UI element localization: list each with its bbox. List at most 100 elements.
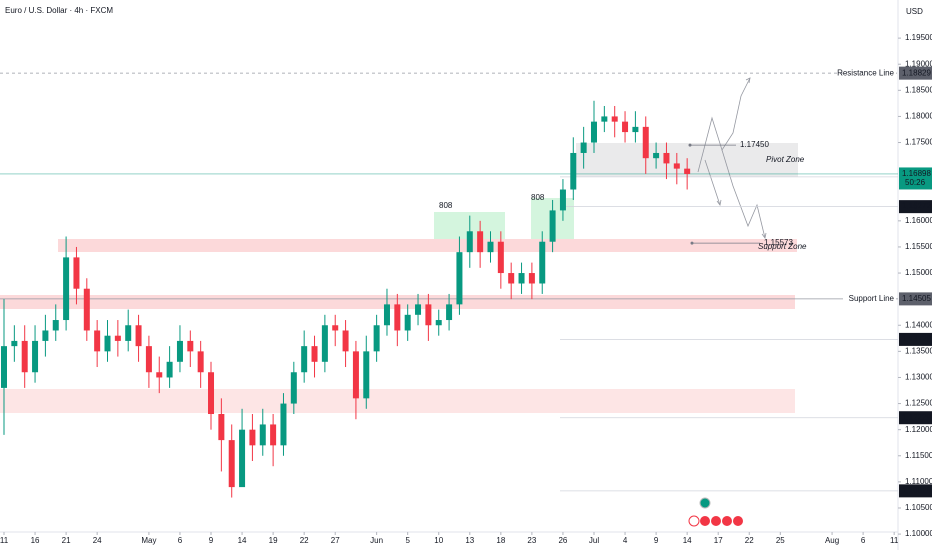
candle-body xyxy=(497,241,504,274)
y-tick-label: 1.19000 xyxy=(905,59,932,68)
last-price-label: 1.16898 xyxy=(902,169,931,178)
x-tick-label: 19 xyxy=(269,536,278,545)
candle-body xyxy=(249,429,256,446)
chart-title: Euro / U.S. Dollar · 4h · FXCM xyxy=(5,6,113,15)
y-tick-label: 1.15000 xyxy=(905,268,932,277)
level-label: 1.16272 xyxy=(902,202,931,211)
x-tick-label: 9 xyxy=(654,536,659,545)
candle-body xyxy=(373,325,380,352)
candle-body xyxy=(280,403,287,446)
icon[interactable] xyxy=(711,516,721,526)
x-tick-label: 26 xyxy=(558,536,567,545)
y-tick-label: 1.18000 xyxy=(905,112,932,121)
candle-body xyxy=(0,346,7,388)
y-tick-label: 1.18500 xyxy=(905,85,932,94)
y-tick-label: 1.10000 xyxy=(905,529,932,538)
marker-dot xyxy=(688,143,692,147)
icon[interactable] xyxy=(733,516,743,526)
candle-body xyxy=(21,340,28,373)
candle-body xyxy=(332,325,339,331)
candle-body xyxy=(415,304,422,315)
candle-body xyxy=(156,372,163,378)
icon[interactable] xyxy=(700,516,710,526)
candle-body xyxy=(125,325,132,341)
x-tick-label: 24 xyxy=(93,536,102,545)
marker-dot xyxy=(690,241,694,245)
y-tick-label: 1.15500 xyxy=(905,242,932,251)
candle-body xyxy=(632,126,639,133)
countdown: 50:26 xyxy=(905,178,926,187)
candle-body xyxy=(270,424,277,446)
candle-body xyxy=(32,340,39,373)
x-tick-label: 22 xyxy=(300,536,309,545)
y-tick-label: 1.12500 xyxy=(905,399,932,408)
candle-body xyxy=(394,304,401,331)
candle-body xyxy=(145,346,152,373)
projection xyxy=(697,77,767,239)
x-tick-label: 23 xyxy=(527,536,536,545)
candle-body xyxy=(94,330,101,352)
x-tick-label: Jun xyxy=(370,536,383,545)
candle-body xyxy=(73,257,80,289)
candle-body xyxy=(135,325,142,347)
icon[interactable] xyxy=(722,516,732,526)
x-tick-label: 27 xyxy=(331,536,340,545)
x-tick-label: 16 xyxy=(31,536,40,545)
x-tick-label: 18 xyxy=(496,536,505,545)
projection-path xyxy=(697,77,751,173)
level-label: 1.10828 xyxy=(902,486,931,495)
candle-body xyxy=(663,152,670,164)
marker-label: 1.17450 xyxy=(740,140,769,149)
marker-label: 1.15573 xyxy=(764,238,793,247)
y-tick-label: 1.17500 xyxy=(905,138,932,147)
candle-body xyxy=(383,304,390,326)
candle-body xyxy=(176,340,183,362)
x-tick-label: Jul xyxy=(589,536,599,545)
level-name-bg xyxy=(843,67,896,80)
level-label-bg xyxy=(899,66,932,80)
icon[interactable] xyxy=(699,497,711,509)
level-label-bg xyxy=(899,200,932,214)
y-tick-label: 1.11000 xyxy=(905,477,932,486)
zone-label: Support Zone xyxy=(758,242,807,251)
candle-body xyxy=(404,314,411,331)
candle-body xyxy=(570,152,577,190)
candle-body xyxy=(11,340,18,347)
x-tick-label: May xyxy=(141,536,156,545)
candle-body xyxy=(466,231,473,253)
level-label-bg xyxy=(899,292,932,306)
y-tick-label: 1.19500 xyxy=(905,33,932,42)
bottom-icons[interactable] xyxy=(688,497,743,527)
candle-body xyxy=(208,372,215,415)
candle-body xyxy=(487,241,494,253)
pattern-label: 808 xyxy=(439,201,453,210)
candle-body xyxy=(590,121,597,143)
last-price-bg xyxy=(899,167,932,190)
arrow-head xyxy=(761,232,767,239)
y-tick-label: 1.11500 xyxy=(905,451,932,460)
candle-body xyxy=(446,304,453,321)
candle-body xyxy=(259,424,266,446)
candle-body xyxy=(363,351,370,399)
candle-body xyxy=(114,335,121,341)
candle-body xyxy=(342,330,349,352)
y-tick-label: 1.13000 xyxy=(905,373,932,382)
candle-body xyxy=(528,273,535,284)
candle-body xyxy=(549,210,556,242)
y-tick-label: 1.16000 xyxy=(905,216,932,225)
candle-body xyxy=(52,320,59,331)
y-tick-label: 1.12000 xyxy=(905,425,932,434)
x-tick-label: 21 xyxy=(62,536,71,545)
candle-body xyxy=(611,116,618,122)
level-name-bg xyxy=(843,292,896,305)
level-label: 1.18829 xyxy=(902,68,931,77)
red-zone xyxy=(0,389,795,413)
candle-body xyxy=(508,273,515,284)
y-tick-label: 1.13500 xyxy=(905,346,932,355)
candle-body xyxy=(435,320,442,326)
candle-body xyxy=(559,189,566,211)
icon[interactable] xyxy=(688,515,700,527)
level-label: 1.14505 xyxy=(902,294,931,303)
candle-body xyxy=(218,414,225,441)
